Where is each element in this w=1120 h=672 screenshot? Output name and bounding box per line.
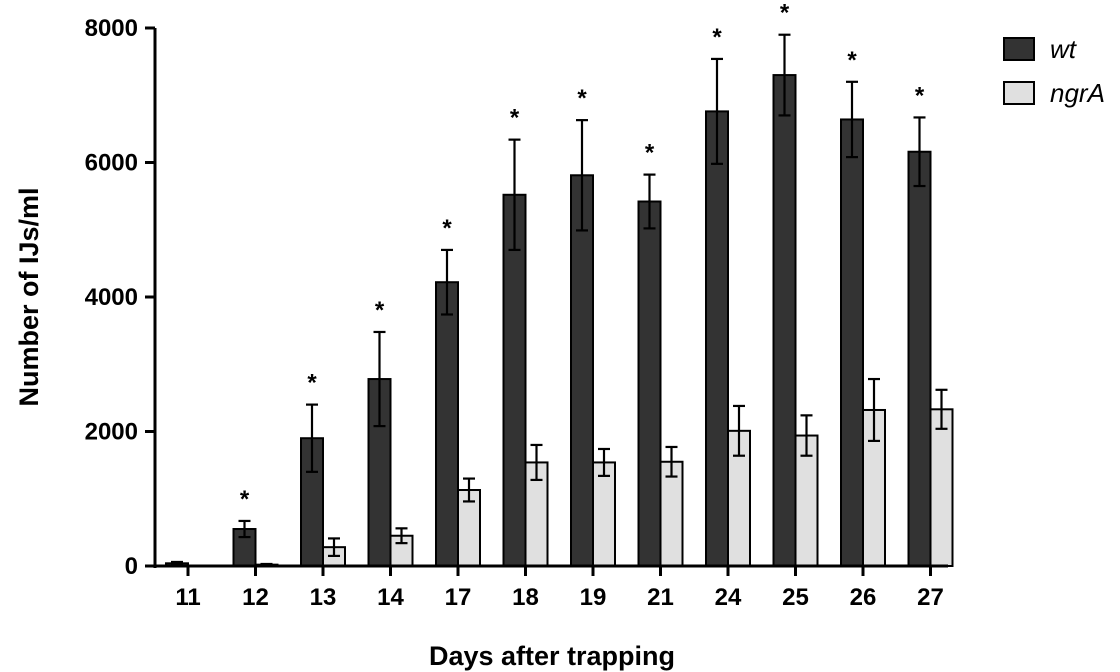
x-ticks-layer: 11 12 13 14 17 18 19 21 24 25 26 27 xyxy=(175,566,944,611)
legend-swatch-wt xyxy=(1003,37,1035,61)
x-tick-label-21: 21 xyxy=(647,584,674,611)
significance-star-14: * xyxy=(375,297,385,324)
bar-wt-26 xyxy=(840,118,864,568)
bar-wt-17 xyxy=(435,281,459,567)
significance-star-24: * xyxy=(712,24,722,51)
bar-wt-27 xyxy=(907,150,932,568)
y-ticks-layer: 0 2000 4000 6000 8000 xyxy=(85,15,155,580)
bar-wt-24 xyxy=(705,110,729,567)
x-tick-label-18: 18 xyxy=(512,584,539,611)
legend-label-wt: wt xyxy=(1050,34,1078,64)
significance-star-27: * xyxy=(915,82,925,109)
x-tick-label-25: 25 xyxy=(782,584,809,611)
significance-star-17: * xyxy=(442,215,452,242)
significance-markers-layer: * * * * * * * * * * * xyxy=(240,0,925,513)
legend-label-ngrA: ngrA xyxy=(1050,78,1105,108)
x-tick-label-12: 12 xyxy=(242,584,269,611)
x-axis-title: Days after trapping xyxy=(429,641,675,671)
x-tick-label-11: 11 xyxy=(175,584,200,611)
bars-layer xyxy=(165,74,954,568)
significance-star-12: * xyxy=(240,486,250,513)
x-tick-label-14: 14 xyxy=(377,584,404,611)
error-bars-layer xyxy=(171,33,948,567)
significance-star-19: * xyxy=(577,85,587,112)
bar-ngrA-27 xyxy=(929,408,954,567)
bar-wt-25 xyxy=(772,74,797,567)
x-tick-label-26: 26 xyxy=(850,584,877,611)
bar-ngrA-19 xyxy=(592,461,616,567)
significance-star-25: * xyxy=(780,0,790,27)
y-tick-label-0: 0 xyxy=(125,553,138,580)
y-tick-label-2000: 2000 xyxy=(85,419,138,446)
y-tick-label-6000: 6000 xyxy=(85,150,138,177)
x-tick-label-24: 24 xyxy=(715,584,742,611)
axes-layer xyxy=(153,28,948,568)
significance-star-26: * xyxy=(847,47,857,74)
significance-star-13: * xyxy=(307,370,317,397)
x-tick-label-27: 27 xyxy=(917,584,944,611)
legend: wt ngrA xyxy=(1003,34,1105,108)
y-axis-title: Number of IJs/ml xyxy=(14,187,44,406)
legend-swatch-ngrA xyxy=(1003,81,1035,105)
x-tick-label-13: 13 xyxy=(310,584,337,611)
y-tick-label-4000: 4000 xyxy=(85,284,138,311)
x-tick-label-19: 19 xyxy=(580,584,607,611)
bar-wt-19 xyxy=(570,174,594,567)
y-tick-label-8000: 8000 xyxy=(85,15,138,42)
significance-star-21: * xyxy=(645,140,655,167)
bar-wt-21 xyxy=(637,200,662,567)
significance-star-18: * xyxy=(510,105,520,132)
x-tick-label-17: 17 xyxy=(445,584,472,611)
